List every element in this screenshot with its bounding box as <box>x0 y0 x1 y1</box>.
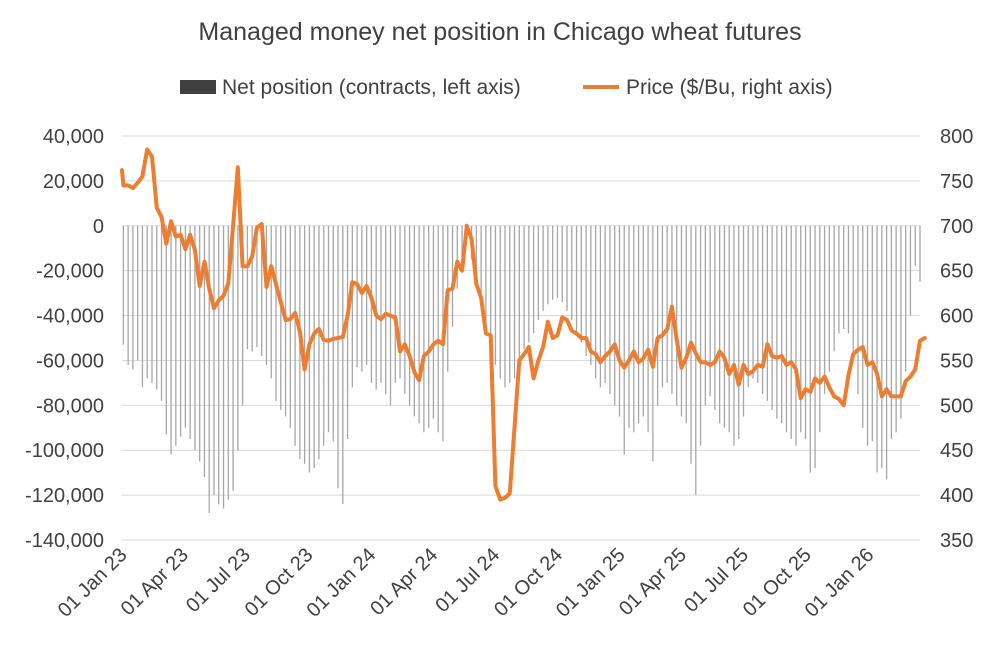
y-axis-left: 40,000 20,000 0 -20,000 -40,000 -60,000 -80,00… <box>25 126 104 552</box>
y-axis-right: 800 750 700 650 600 550 500 450 400 350 <box>940 126 973 552</box>
y-right-tick-label: 600 <box>940 306 973 328</box>
y-left-tick-label: 40,000 <box>43 126 104 148</box>
legend-bar-label: Net position (contracts, left axis) <box>222 76 521 99</box>
y-right-tick-label: 400 <box>940 485 973 507</box>
y-left-tick-label: -120,000 <box>25 485 104 507</box>
legend: Net position (contracts, left axis) Pric… <box>180 76 833 99</box>
x-tick-label: 01 Jan 23 <box>54 544 132 622</box>
y-left-tick-label: 20,000 <box>43 171 104 193</box>
x-tick-label: 01 Apr 23 <box>117 544 193 620</box>
net-position-bars <box>122 225 921 514</box>
price-line <box>120 147 927 502</box>
y-left-tick-label: -80,000 <box>36 395 104 417</box>
y-left-tick-label: 0 <box>93 216 104 238</box>
y-left-tick-label: -140,000 <box>25 530 104 552</box>
y-right-tick-label: 700 <box>940 216 973 238</box>
x-tick-label: 01 Jan 26 <box>801 544 879 622</box>
y-left-tick-label: -60,000 <box>36 350 104 372</box>
x-tick-label: 01 Apr 25 <box>615 544 691 620</box>
y-right-tick-label: 750 <box>940 171 973 193</box>
x-tick-label: 01 Apr 24 <box>366 544 442 620</box>
chart-title: Managed money net position in Chicago wh… <box>198 18 801 46</box>
y-right-tick-label: 450 <box>940 440 973 462</box>
y-right-tick-label: 800 <box>940 126 973 148</box>
y-left-tick-label: -20,000 <box>36 261 104 283</box>
gridlines <box>122 135 920 541</box>
y-left-tick-label: -100,000 <box>25 440 104 462</box>
legend-line-label: Price ($/Bu, right axis) <box>626 76 833 99</box>
y-right-tick-label: 650 <box>940 261 973 283</box>
y-right-tick-label: 550 <box>940 350 973 372</box>
y-right-tick-label: 350 <box>940 530 973 552</box>
x-tick-label: 01 Jan 24 <box>303 544 381 622</box>
legend-bar-swatch <box>180 80 216 94</box>
y-left-tick-label: -40,000 <box>36 306 104 328</box>
x-tick-label: 01 Jan 25 <box>552 544 630 622</box>
y-right-tick-label: 500 <box>940 395 973 417</box>
